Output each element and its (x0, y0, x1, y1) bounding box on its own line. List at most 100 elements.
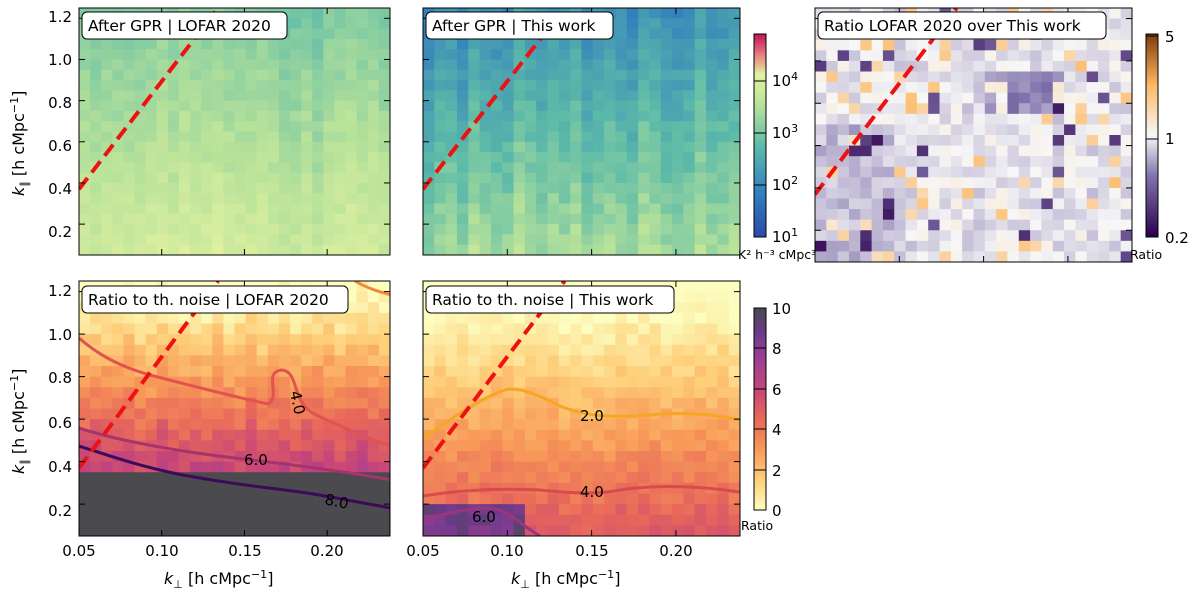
heatmap-cell (79, 90, 91, 102)
heatmap-cell (706, 493, 718, 505)
heatmap-cell (345, 38, 358, 50)
heatmap-cell (672, 244, 684, 255)
heatmap-cell (301, 49, 313, 61)
heatmap-cell (558, 323, 571, 335)
heatmap-cell (837, 156, 850, 168)
heatmap-cell (434, 141, 447, 153)
heatmap-cell (345, 429, 358, 441)
heatmap-cell (178, 461, 191, 473)
heatmap-cell (101, 440, 113, 452)
heatmap-cell (683, 100, 696, 112)
heatmap-cell (962, 166, 975, 178)
heatmap-cell (513, 344, 526, 356)
heatmap-cell (984, 103, 997, 115)
heatmap-cell (1018, 166, 1031, 178)
heatmap-cell (604, 451, 617, 463)
heatmap-cell (694, 291, 707, 303)
heatmap-cell (815, 209, 827, 221)
heatmap-cell (615, 131, 628, 143)
heatmap-cell (547, 121, 560, 133)
heatmap-cell (301, 131, 313, 143)
heatmap-cell (672, 451, 684, 463)
heatmap-cell (962, 82, 975, 94)
heatmap-cell (1120, 145, 1132, 157)
heatmap-cell (581, 152, 594, 163)
heatmap-cell (434, 461, 447, 473)
heatmap-cell (916, 251, 929, 262)
heatmap-cell (378, 344, 390, 356)
heatmap-cell (267, 451, 280, 463)
heatmap-cell (145, 323, 158, 335)
heatmap-cell (683, 193, 696, 205)
heatmap-cell (367, 162, 380, 174)
heatmap-cell (79, 234, 91, 246)
heatmap-cell (939, 198, 952, 210)
heatmap-cell (479, 59, 492, 71)
heatmap-cell (1086, 156, 1099, 168)
heatmap-cell (1041, 166, 1054, 178)
heatmap-cell (290, 162, 302, 174)
heatmap-cell (604, 121, 617, 133)
heatmap-cell (581, 110, 594, 122)
heatmap-cell (894, 124, 907, 136)
heatmap-cell (592, 100, 605, 112)
heatmap-cell (334, 429, 347, 441)
heatmap-cell (156, 408, 169, 420)
heatmap-cell (223, 59, 236, 71)
heatmap-cell (626, 193, 639, 205)
heatmap-cell (290, 213, 302, 225)
heatmap-after-gpr-lofar2020 (79, 8, 390, 255)
heatmap-cell (145, 482, 158, 495)
heatmap-cell (916, 92, 929, 104)
heatmap-cell (434, 203, 447, 215)
heatmap-cell (592, 49, 605, 61)
heatmap-cell (79, 59, 91, 71)
heatmap-cell (826, 60, 839, 73)
heatmap-cell (423, 162, 435, 174)
heatmap-cell (156, 504, 169, 516)
heatmap-cell (468, 387, 481, 399)
heatmap-cell (638, 172, 651, 184)
heatmap-cell (367, 451, 380, 463)
heatmap-cell (860, 124, 873, 136)
heatmap-cell (278, 49, 291, 61)
heatmap-cell (826, 135, 839, 147)
heatmap-cell (860, 39, 873, 51)
heatmap-cell (290, 49, 302, 61)
heatmap-cell (456, 141, 469, 153)
heatmap-cell (267, 80, 280, 91)
heatmap-cell (626, 514, 639, 526)
heatmap-cell (950, 187, 963, 200)
heatmap-cell (649, 504, 662, 516)
heatmap-cell (234, 504, 247, 516)
heatmap-cell (423, 213, 435, 225)
heatmap-cell (212, 312, 224, 325)
heatmap-cell (267, 472, 280, 484)
heatmap-cell (1086, 209, 1099, 221)
heatmap-cell (683, 203, 696, 215)
heatmap-cell (156, 344, 169, 356)
heatmap-cell (90, 397, 102, 410)
heatmap-cell (190, 482, 202, 495)
heatmap-cell (547, 429, 560, 441)
heatmap-cell (334, 323, 347, 335)
heatmap-cell (256, 121, 269, 133)
heatmap-cell (334, 440, 347, 452)
heatmap-cell (728, 302, 740, 314)
heatmap-cell (223, 514, 236, 526)
heatmap-cell (570, 152, 583, 163)
heatmap-cell (378, 193, 390, 205)
heatmap-cell (672, 131, 684, 143)
heatmap-cell (90, 244, 102, 255)
heatmap-cell (717, 203, 730, 215)
heatmap-cell (223, 355, 236, 367)
heatmap-cell (290, 172, 302, 184)
heatmap-cell (245, 429, 258, 441)
heatmap-cell (815, 113, 827, 126)
heatmap-cell (367, 429, 380, 441)
heatmap-cell (706, 131, 718, 143)
heatmap-cell (123, 482, 136, 495)
heatmap-cell (604, 131, 617, 143)
heatmap-cell (1041, 71, 1054, 83)
heatmap-cell (223, 366, 236, 378)
